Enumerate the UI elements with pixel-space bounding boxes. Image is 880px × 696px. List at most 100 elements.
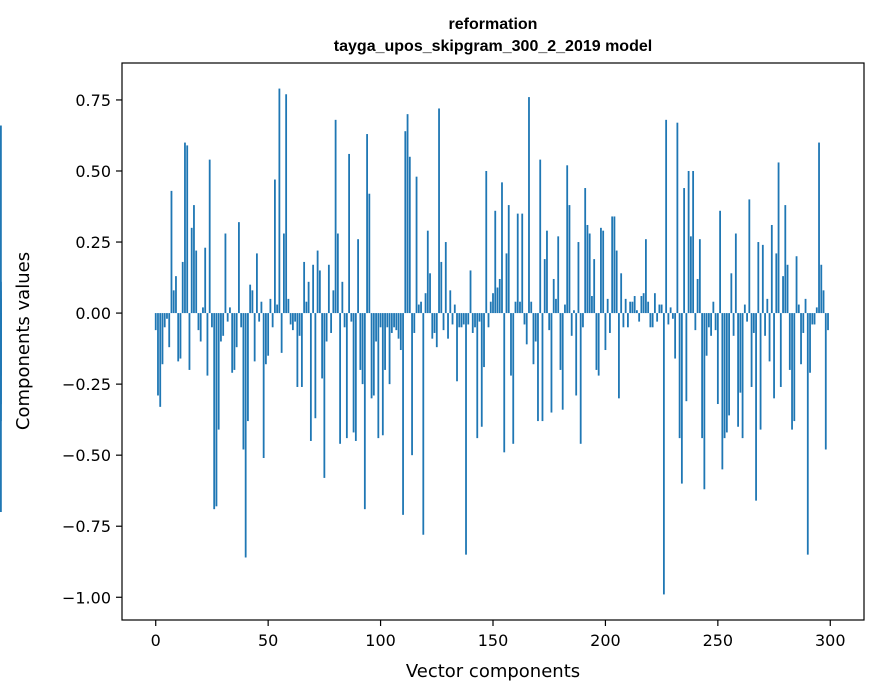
bar xyxy=(0,298,2,314)
bar xyxy=(386,313,389,328)
bar xyxy=(451,313,454,325)
bar xyxy=(782,276,784,314)
bar xyxy=(564,304,566,314)
bar xyxy=(678,313,681,439)
bar xyxy=(739,313,742,393)
bar xyxy=(638,313,641,322)
bar xyxy=(777,162,780,314)
y-tick-label: −1.00 xyxy=(62,588,111,607)
bar xyxy=(633,296,636,314)
bar xyxy=(546,230,548,314)
bar xyxy=(759,313,762,430)
bar xyxy=(809,313,811,373)
x-tick-label: 50 xyxy=(258,631,278,650)
bar xyxy=(474,313,476,328)
bar xyxy=(806,313,809,555)
bar xyxy=(388,313,391,385)
x-tick-label: 300 xyxy=(815,631,846,650)
bar xyxy=(631,301,634,314)
bar xyxy=(458,313,461,328)
bar xyxy=(523,313,526,325)
bar xyxy=(795,256,798,314)
bar xyxy=(462,313,465,325)
bar xyxy=(415,176,418,314)
bar xyxy=(606,298,609,314)
bar xyxy=(710,313,712,336)
bar xyxy=(593,259,596,314)
bar xyxy=(240,313,243,328)
bar xyxy=(483,313,485,368)
bar xyxy=(712,301,715,314)
bar xyxy=(213,313,216,510)
bar xyxy=(404,131,407,314)
bar xyxy=(159,313,162,407)
bar xyxy=(399,313,402,351)
bar xyxy=(613,216,616,314)
bar xyxy=(550,313,553,413)
bar xyxy=(537,313,539,422)
bar xyxy=(791,313,793,430)
bar xyxy=(238,222,240,314)
bar xyxy=(422,313,425,535)
bar xyxy=(269,298,272,314)
bar xyxy=(215,313,218,507)
bar xyxy=(525,313,528,345)
bar xyxy=(471,313,474,333)
bar xyxy=(505,253,508,314)
y-tick-label: −0.75 xyxy=(62,517,111,536)
bar xyxy=(698,239,701,314)
bar xyxy=(287,298,290,314)
bar xyxy=(276,304,279,314)
bar xyxy=(732,313,735,336)
bar xyxy=(318,270,321,314)
bar xyxy=(656,313,659,322)
bar xyxy=(172,290,175,314)
bar xyxy=(750,313,753,387)
bar xyxy=(501,182,503,314)
bar xyxy=(548,313,551,331)
bar xyxy=(312,264,315,314)
x-tick-label: 250 xyxy=(703,631,734,650)
bar xyxy=(636,310,638,314)
bar xyxy=(595,313,598,370)
bar xyxy=(0,125,2,314)
bar xyxy=(705,313,708,356)
bar xyxy=(426,230,429,314)
bar xyxy=(755,313,757,501)
bar xyxy=(438,108,440,314)
bar xyxy=(336,233,339,314)
bar xyxy=(478,313,481,322)
bar xyxy=(348,153,350,314)
x-tick-label: 200 xyxy=(590,631,621,650)
bar xyxy=(168,313,171,348)
bar xyxy=(683,188,686,314)
bar xyxy=(818,142,820,314)
bar xyxy=(442,313,445,331)
bar xyxy=(429,273,431,314)
bar xyxy=(647,301,650,314)
y-axis-label: Components values xyxy=(13,252,34,430)
bar xyxy=(251,290,254,314)
bar xyxy=(737,313,739,427)
bar xyxy=(694,313,697,331)
bar xyxy=(532,313,535,365)
bar xyxy=(402,313,404,515)
bar xyxy=(247,313,249,422)
bar xyxy=(359,313,362,370)
bar xyxy=(370,313,373,399)
bar xyxy=(645,239,647,314)
bar xyxy=(444,242,447,314)
bar xyxy=(357,239,359,314)
bar xyxy=(689,236,692,314)
bar xyxy=(467,313,470,325)
bar xyxy=(334,119,337,314)
bar xyxy=(202,307,204,314)
bar xyxy=(305,301,308,314)
bar xyxy=(651,313,654,328)
bar xyxy=(197,313,200,331)
bar xyxy=(624,298,627,314)
bar xyxy=(496,287,499,314)
bar xyxy=(723,313,726,439)
bar xyxy=(640,296,643,314)
bar xyxy=(199,313,202,342)
